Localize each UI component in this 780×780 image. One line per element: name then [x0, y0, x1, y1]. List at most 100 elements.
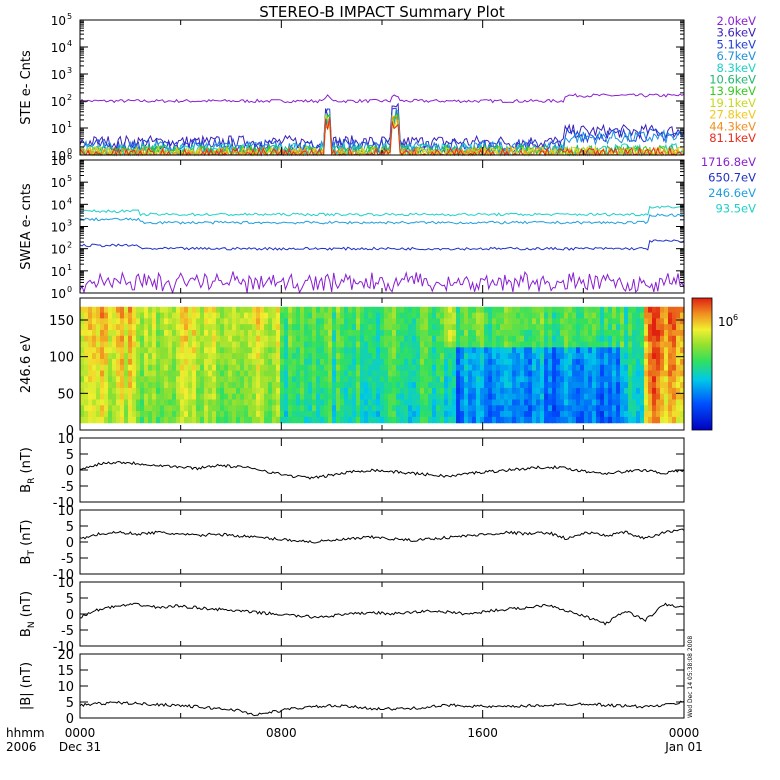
heatmap-cell: [84, 376, 89, 383]
heatmap-cell: [672, 353, 677, 360]
heatmap-cell: [576, 347, 581, 354]
heatmap-cell: [352, 364, 357, 372]
heatmap-cell: [144, 405, 149, 412]
heatmap-cell: [196, 318, 201, 325]
heatmap-cell: [236, 318, 241, 325]
heatmap-cell: [108, 416, 113, 424]
heatmap-cell: [396, 341, 401, 348]
heatmap-cell: [612, 382, 617, 389]
heatmap-cell: [456, 376, 461, 383]
heatmap-cell: [484, 358, 489, 366]
heatmap-cell: [484, 370, 489, 377]
time-tick-date: Jan 01: [664, 740, 703, 754]
heatmap-cell: [584, 318, 589, 325]
heatmap-cell: [308, 416, 313, 424]
heatmap-cell: [108, 393, 113, 401]
heatmap-cell: [168, 399, 173, 406]
heatmap-cell: [528, 353, 533, 360]
heatmap-cell: [148, 382, 153, 389]
heatmap-cell: [592, 306, 597, 314]
heatmap-cell: [132, 329, 137, 337]
heatmap-cell: [388, 306, 393, 314]
heatmap-cell: [492, 376, 497, 383]
heatmap-cell: [312, 376, 317, 383]
heatmap-cell: [488, 318, 493, 325]
heatmap-cell: [512, 358, 517, 366]
heatmap-cell: [412, 329, 417, 337]
heatmap-cell: [436, 312, 441, 319]
heatmap-cell: [660, 364, 665, 372]
heatmap-cell: [500, 411, 505, 418]
heatmap-cell: [296, 382, 301, 389]
y-tick-label: 20: [57, 648, 74, 663]
heatmap-cell: [548, 318, 553, 325]
heatmap-cell: [380, 393, 385, 401]
heatmap-cell: [488, 335, 493, 343]
y-axis-label: BR (nT): [19, 447, 37, 493]
heatmap-cell: [304, 382, 309, 389]
heatmap-cell: [512, 364, 517, 372]
heatmap-cell: [608, 353, 613, 360]
heatmap-cell: [268, 324, 273, 331]
heatmap-cell: [312, 341, 317, 348]
heatmap-cell: [328, 306, 333, 314]
heatmap-cell: [412, 411, 417, 418]
heatmap-cell: [480, 411, 485, 418]
heatmap-cell: [604, 405, 609, 412]
heatmap-cell: [556, 411, 561, 418]
heatmap-cell: [504, 306, 509, 314]
heatmap-cell: [584, 358, 589, 366]
heatmap-cell: [108, 358, 113, 366]
heatmap-cell: [88, 341, 93, 348]
heatmap-cell: [328, 376, 333, 383]
heatmap-cell: [204, 411, 209, 418]
heatmap-cell: [96, 411, 101, 418]
heatmap-cell: [212, 416, 217, 424]
heatmap-cell: [188, 312, 193, 319]
heatmap-cell: [128, 306, 133, 314]
heatmap-cell: [624, 312, 629, 319]
heatmap-cell: [596, 399, 601, 406]
heatmap-cell: [132, 347, 137, 354]
heatmap-cell: [184, 405, 189, 412]
heatmap-cell: [612, 335, 617, 343]
heatmap-cell: [112, 335, 117, 343]
heatmap-cell: [184, 393, 189, 401]
heatmap-cell: [200, 312, 205, 319]
heatmap-cell: [468, 341, 473, 348]
heatmap-cell: [280, 335, 285, 343]
heatmap-cell: [152, 399, 157, 406]
heatmap-cell: [412, 387, 417, 395]
heatmap-cell: [644, 411, 649, 418]
heatmap-cell: [508, 358, 513, 366]
heatmap-cell: [96, 358, 101, 366]
heatmap-cell: [104, 382, 109, 389]
heatmap-cell: [344, 358, 349, 366]
heatmap-cell: [448, 399, 453, 406]
heatmap-cell: [512, 335, 517, 343]
heatmap-cell: [592, 347, 597, 354]
heatmap-cell: [568, 318, 573, 325]
heatmap-cell: [524, 335, 529, 343]
heatmap-cell: [152, 411, 157, 418]
heatmap-cell: [496, 364, 501, 372]
heatmap-cell: [520, 399, 525, 406]
heatmap-cell: [172, 405, 177, 412]
heatmap-cell: [524, 324, 529, 331]
heatmap-cell: [496, 387, 501, 395]
heatmap-cell: [648, 347, 653, 354]
heatmap-cell: [228, 393, 233, 401]
heatmap-cell: [400, 358, 405, 366]
heatmap-cell: [88, 416, 93, 424]
heatmap-cell: [232, 312, 237, 319]
heatmap-cell: [504, 341, 509, 348]
heatmap-cell: [456, 324, 461, 331]
heatmap-cell: [208, 347, 213, 354]
heatmap-cell: [672, 393, 677, 401]
heatmap-cell: [676, 358, 681, 366]
heatmap-cell: [616, 376, 621, 383]
heatmap-cell: [148, 353, 153, 360]
heatmap-cell: [488, 393, 493, 401]
heatmap-cell: [672, 416, 677, 424]
heatmap-cell: [348, 353, 353, 360]
